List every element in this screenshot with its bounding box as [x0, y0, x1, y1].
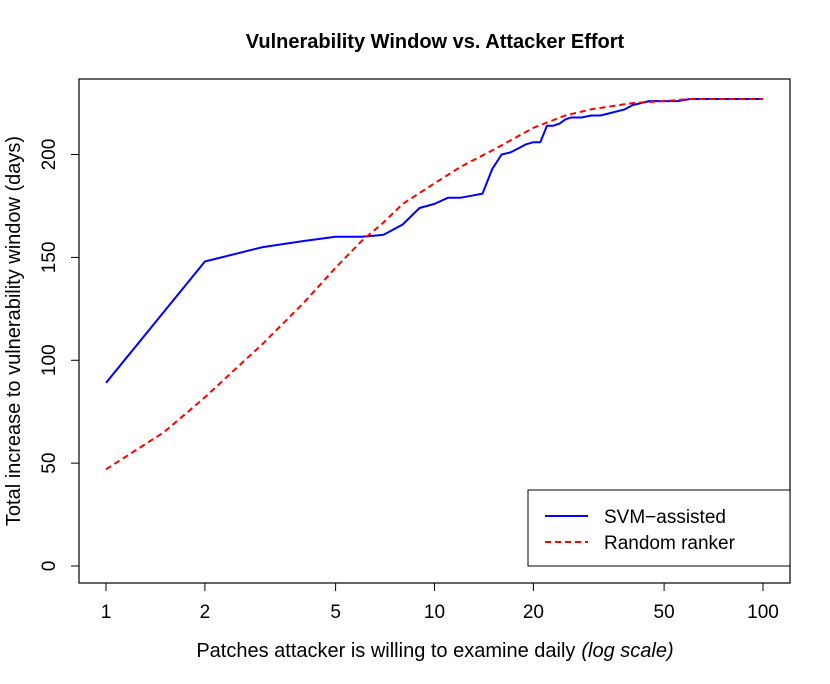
legend-label-random: Random ranker: [604, 533, 736, 554]
legend: SVM−assisted Random ranker: [527, 489, 791, 567]
x-tick-label: 2: [200, 602, 211, 623]
x-tick-label: 10: [424, 602, 445, 623]
legend-label-svm: SVM−assisted: [604, 507, 726, 528]
y-axis-label: Total increase to vulnerability window (…: [3, 136, 25, 526]
x-axis-label: Patches attacker is willing to examine d…: [196, 640, 673, 662]
y-tick-label: 200: [39, 139, 60, 171]
y-axis: 0 50 100 150 200: [39, 139, 80, 572]
x-axis: 1 2 5 10 20 50 100: [101, 582, 779, 623]
y-tick-label: 50: [39, 453, 60, 474]
chart-title: Vulnerability Window vs. Attacker Effort: [246, 31, 625, 53]
x-axis-label-main: Patches attacker is willing to examine d…: [196, 640, 575, 662]
series-layer: [105, 98, 763, 471]
x-tick-label: 1: [101, 602, 112, 623]
x-tick-label: 5: [330, 602, 341, 623]
y-tick-label: 0: [39, 561, 60, 572]
x-tick-label: 100: [747, 602, 779, 623]
x-tick-label: 50: [654, 602, 675, 623]
legend-box: [527, 489, 791, 567]
series-line-svm-assisted: [105, 98, 763, 384]
x-axis-label-suffix: (log scale): [581, 640, 673, 662]
y-tick-label: 100: [39, 344, 60, 376]
x-tick-label: 20: [523, 602, 544, 623]
y-tick-label: 150: [39, 242, 60, 274]
series-line-random-ranker: [105, 98, 763, 471]
